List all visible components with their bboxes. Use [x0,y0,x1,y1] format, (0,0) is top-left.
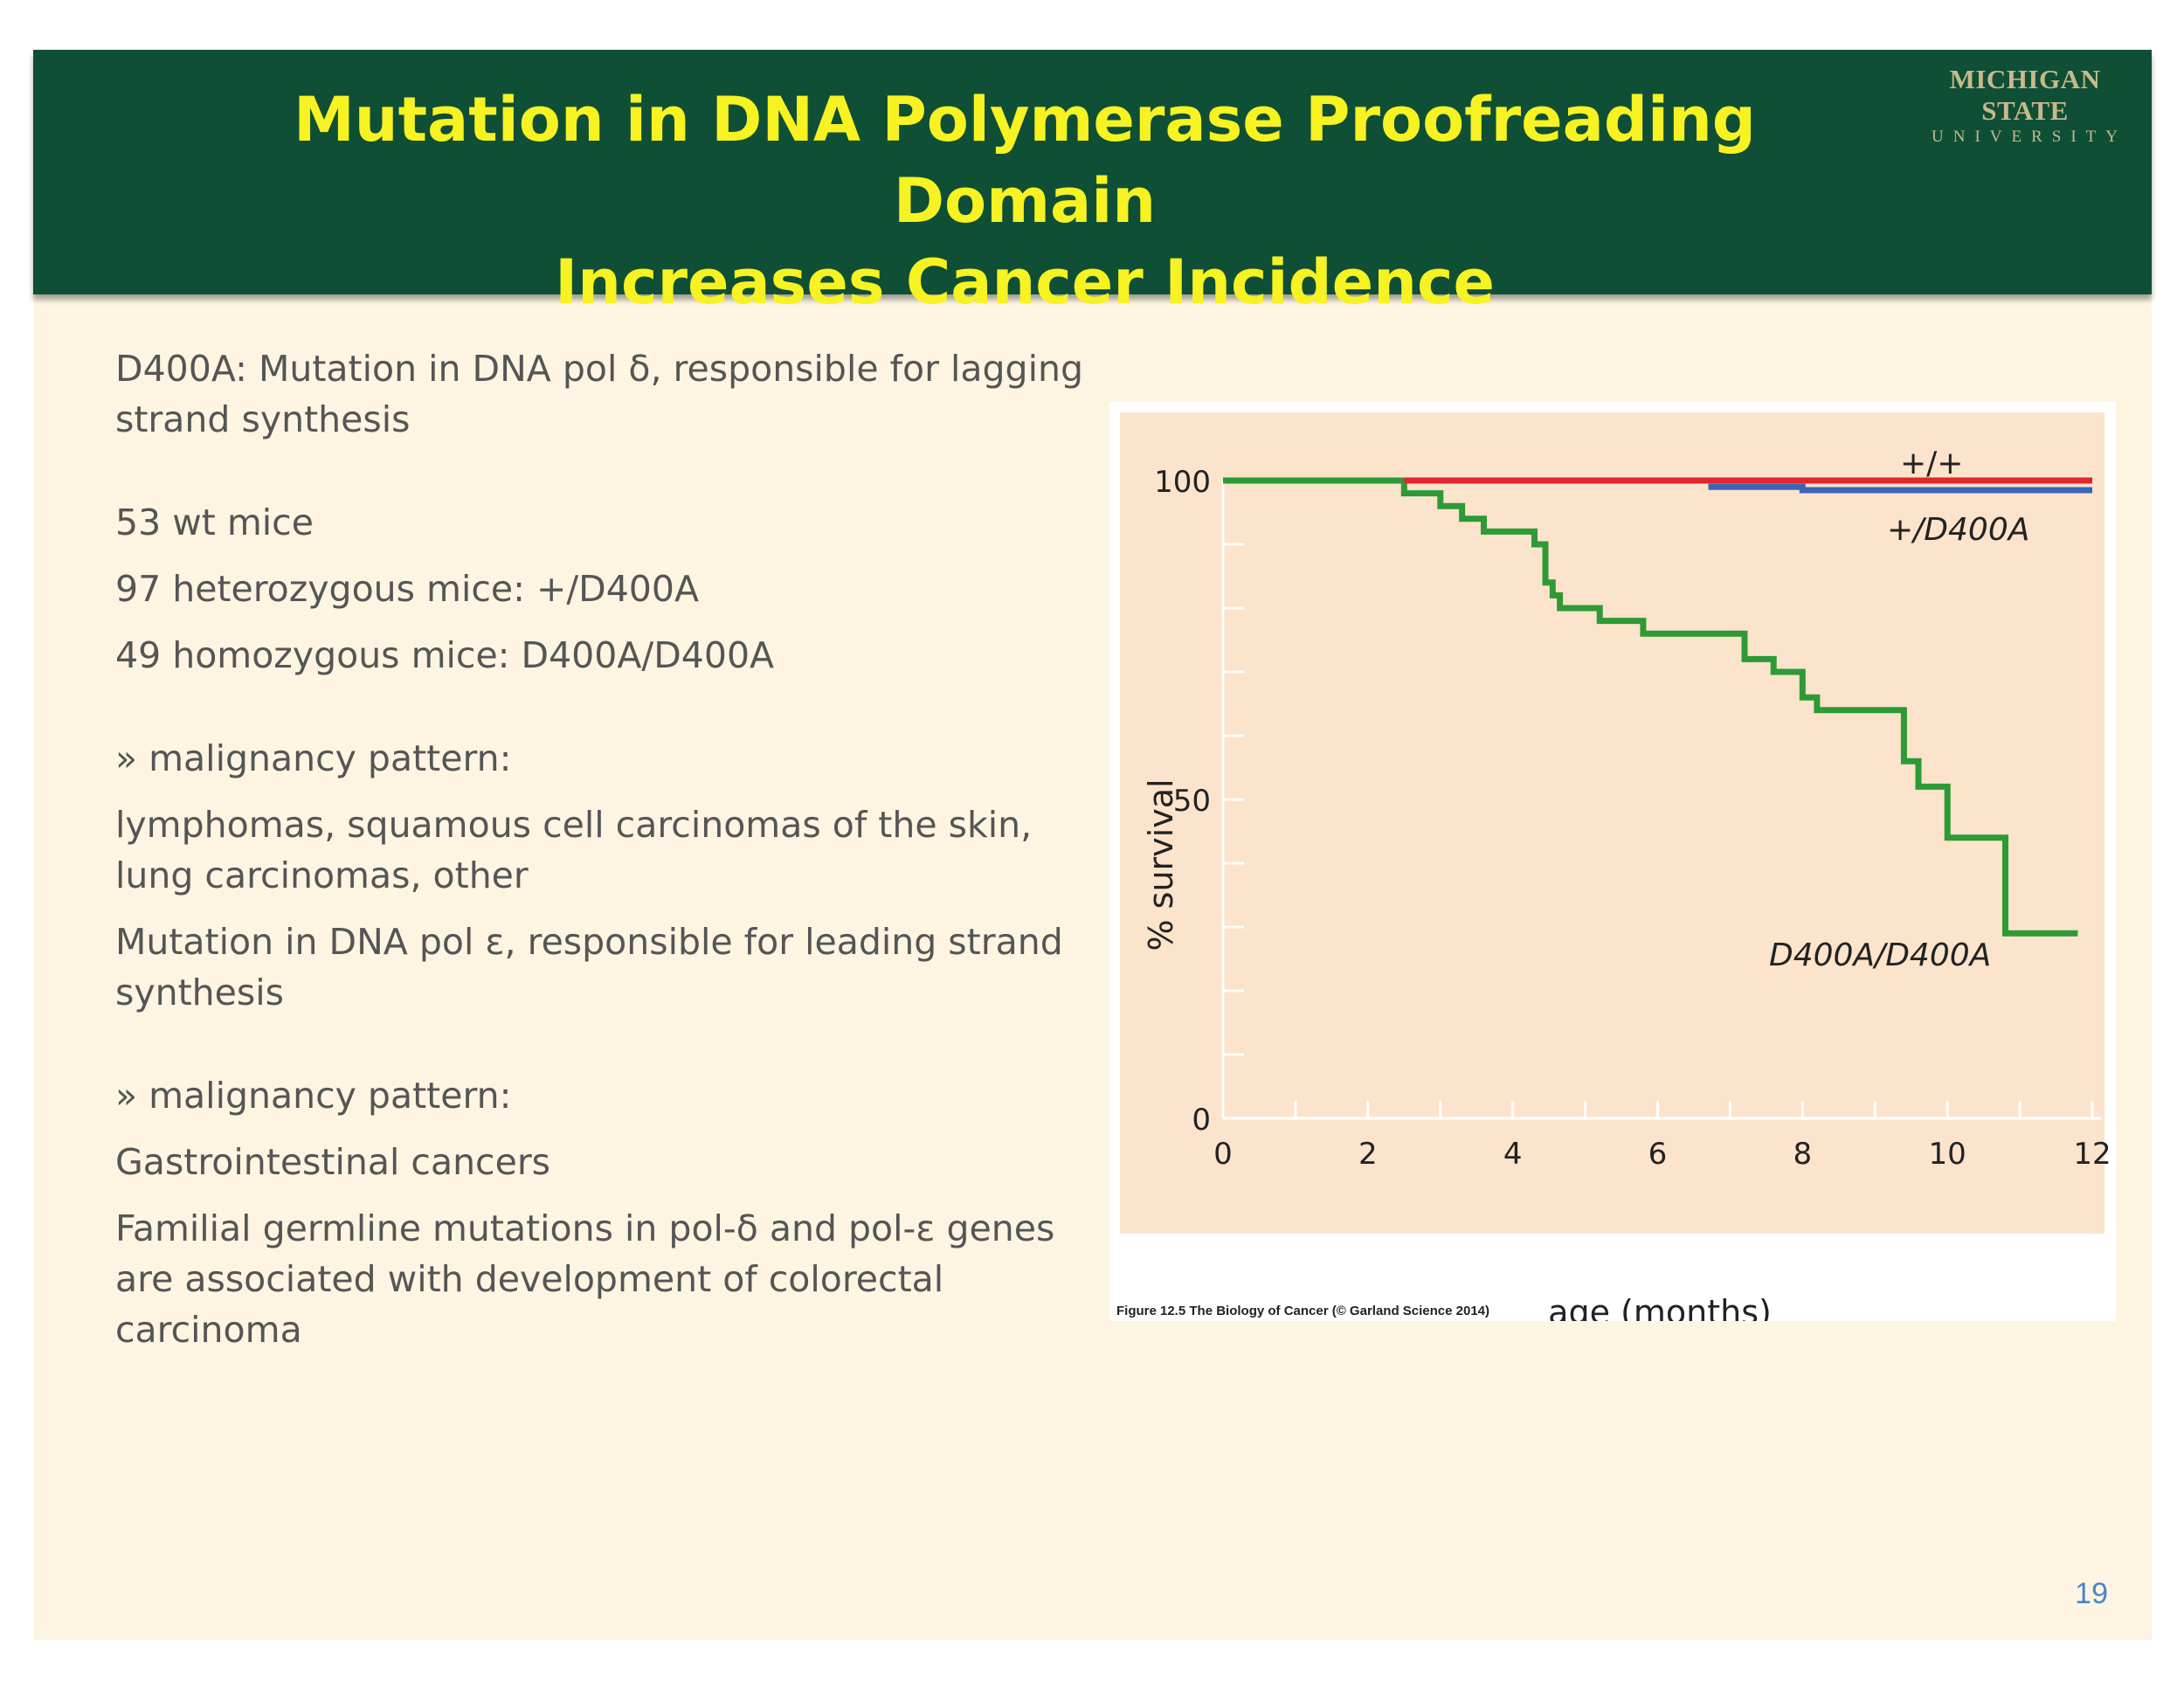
paragraph-malignancy-heading-2: » malignancy pattern: [115,1075,512,1117]
series-label-wild-type: +/+ [1900,446,1963,481]
survival-chart-figure: 0 50 100 0 2 4 6 8 10 12 +/+ +/D400A D400A/D400A % … [1109,402,2116,1321]
y-tick-label: 50 [1173,784,1211,819]
slide-header: Mutation in DNA Polymerase Proofreading … [33,50,2152,318]
figure-caption: Figure 12.5 The Biology of Cancer (© Gar… [1116,1304,1489,1318]
university-logo: MICHIGAN STATE UNIVERSITY [1907,64,2143,148]
paragraph-familial-mutations: Familial germline mutations in pol-δ and… [115,1207,1055,1351]
logo-line-2: UNIVERSITY [1932,128,2127,146]
paragraph-wt-mice: 53 wt mice [115,502,314,543]
slide-title: Mutation in DNA Polymerase Proofreading … [156,80,1894,323]
x-tick-label: 12 [2073,1137,2111,1172]
series-line-homozygous [1223,477,2078,937]
survival-chart: 0 50 100 0 2 4 6 8 10 12 +/+ +/D400A D400A/D400A % … [1116,412,2111,1321]
y-axis-label: % survival [1142,778,1180,951]
paragraph-pol-delta: D400A: Mutation in DNA pol δ, responsibl… [115,348,1083,440]
page-number: 19 [2075,1577,2108,1610]
slide: Mutation in DNA Polymerase Proofreading … [33,50,2152,1640]
x-tick-label: 6 [1648,1137,1668,1172]
title-line-1: Mutation in DNA Polymerase Proofreading … [294,84,1756,237]
logo-line-1: MICHIGAN STATE [1949,64,2101,126]
paragraph-homozygous-mice: 49 homozygous mice: D400A/D400A [115,634,775,676]
body-text: D400A: Mutation in DNA pol δ, responsibl… [115,343,1094,1355]
plot-area [1222,412,2105,1136]
y-tick-label: 0 [1192,1103,1211,1138]
series-label-homozygous: D400A/D400A [1769,937,1991,973]
y-tick-label: 100 [1154,465,1211,500]
paragraph-malignancy-list-1: lymphomas, squamous cell carcinomas of t… [115,804,1033,896]
paragraph-heterozygous-mice: 97 heterozygous mice: +/D400A [115,568,700,610]
paragraph-pol-epsilon: Mutation in DNA pol ε, responsible for l… [115,921,1063,1013]
series-line-heterozygous [1708,483,2092,494]
title-line-2: Increases Cancer Incidence [555,246,1495,318]
x-tick-label: 4 [1503,1137,1523,1172]
paragraph-malignancy-list-2: Gastrointestinal cancers [115,1141,551,1183]
x-axis-label: age (months) [1548,1293,1772,1321]
x-tick-label: 0 [1213,1137,1233,1172]
x-tick-label: 10 [1929,1137,1966,1172]
series-label-heterozygous: +/D400A [1887,512,2029,548]
x-tick-label: 2 [1358,1137,1378,1172]
paragraph-malignancy-heading-1: » malignancy pattern: [115,737,512,779]
x-tick-label: 8 [1794,1137,1813,1172]
